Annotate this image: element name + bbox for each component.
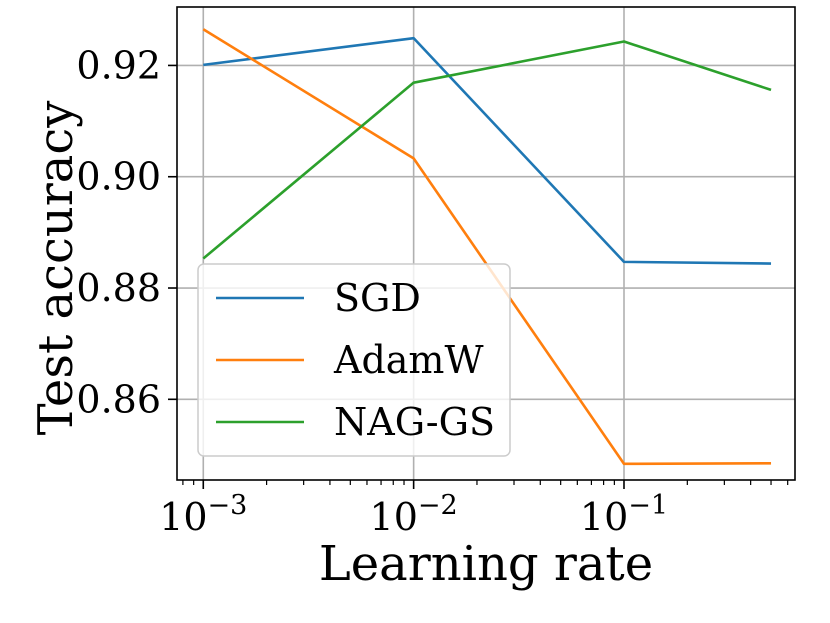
x-tick-base: 10 <box>159 495 207 539</box>
legend: SGD AdamW NAG-GS <box>197 263 511 457</box>
y-tick-label: 0.86 <box>76 377 161 421</box>
y-tick-label: 0.92 <box>76 43 161 87</box>
series-line-nag-gs <box>202 40 772 260</box>
x-tick-base: 10 <box>580 495 628 539</box>
legend-label-adamw: AdamW <box>333 338 484 382</box>
x-tick-exponent: −2 <box>418 490 458 521</box>
series-lines <box>202 28 772 466</box>
legend-label-nag-gs: NAG-GS <box>334 400 495 444</box>
series-line-adamw <box>202 28 772 466</box>
x-axis-label: Learning rate <box>319 536 653 592</box>
x-tick-exponent: −3 <box>208 490 248 521</box>
x-tick-label: 10−3 <box>159 490 247 539</box>
y-ticks: 0.86 0.88 0.90 0.92 <box>76 43 177 421</box>
series-line-sgd <box>203 36 772 265</box>
x-tick-base: 10 <box>370 495 418 539</box>
plot-frame <box>176 6 796 481</box>
legend-label-sgd: SGD <box>334 276 421 320</box>
x-tick-label: 10−2 <box>370 490 458 539</box>
y-axis-label: Test accuracy <box>28 101 84 436</box>
y-tick-label: 0.90 <box>76 155 161 199</box>
x-tick-label: 10−1 <box>580 490 668 539</box>
legend-box <box>197 263 511 457</box>
x-ticks: 10−3 10−2 10−1 <box>159 480 789 539</box>
y-tick-label: 0.88 <box>76 266 161 310</box>
x-tick-exponent: −1 <box>628 490 668 521</box>
